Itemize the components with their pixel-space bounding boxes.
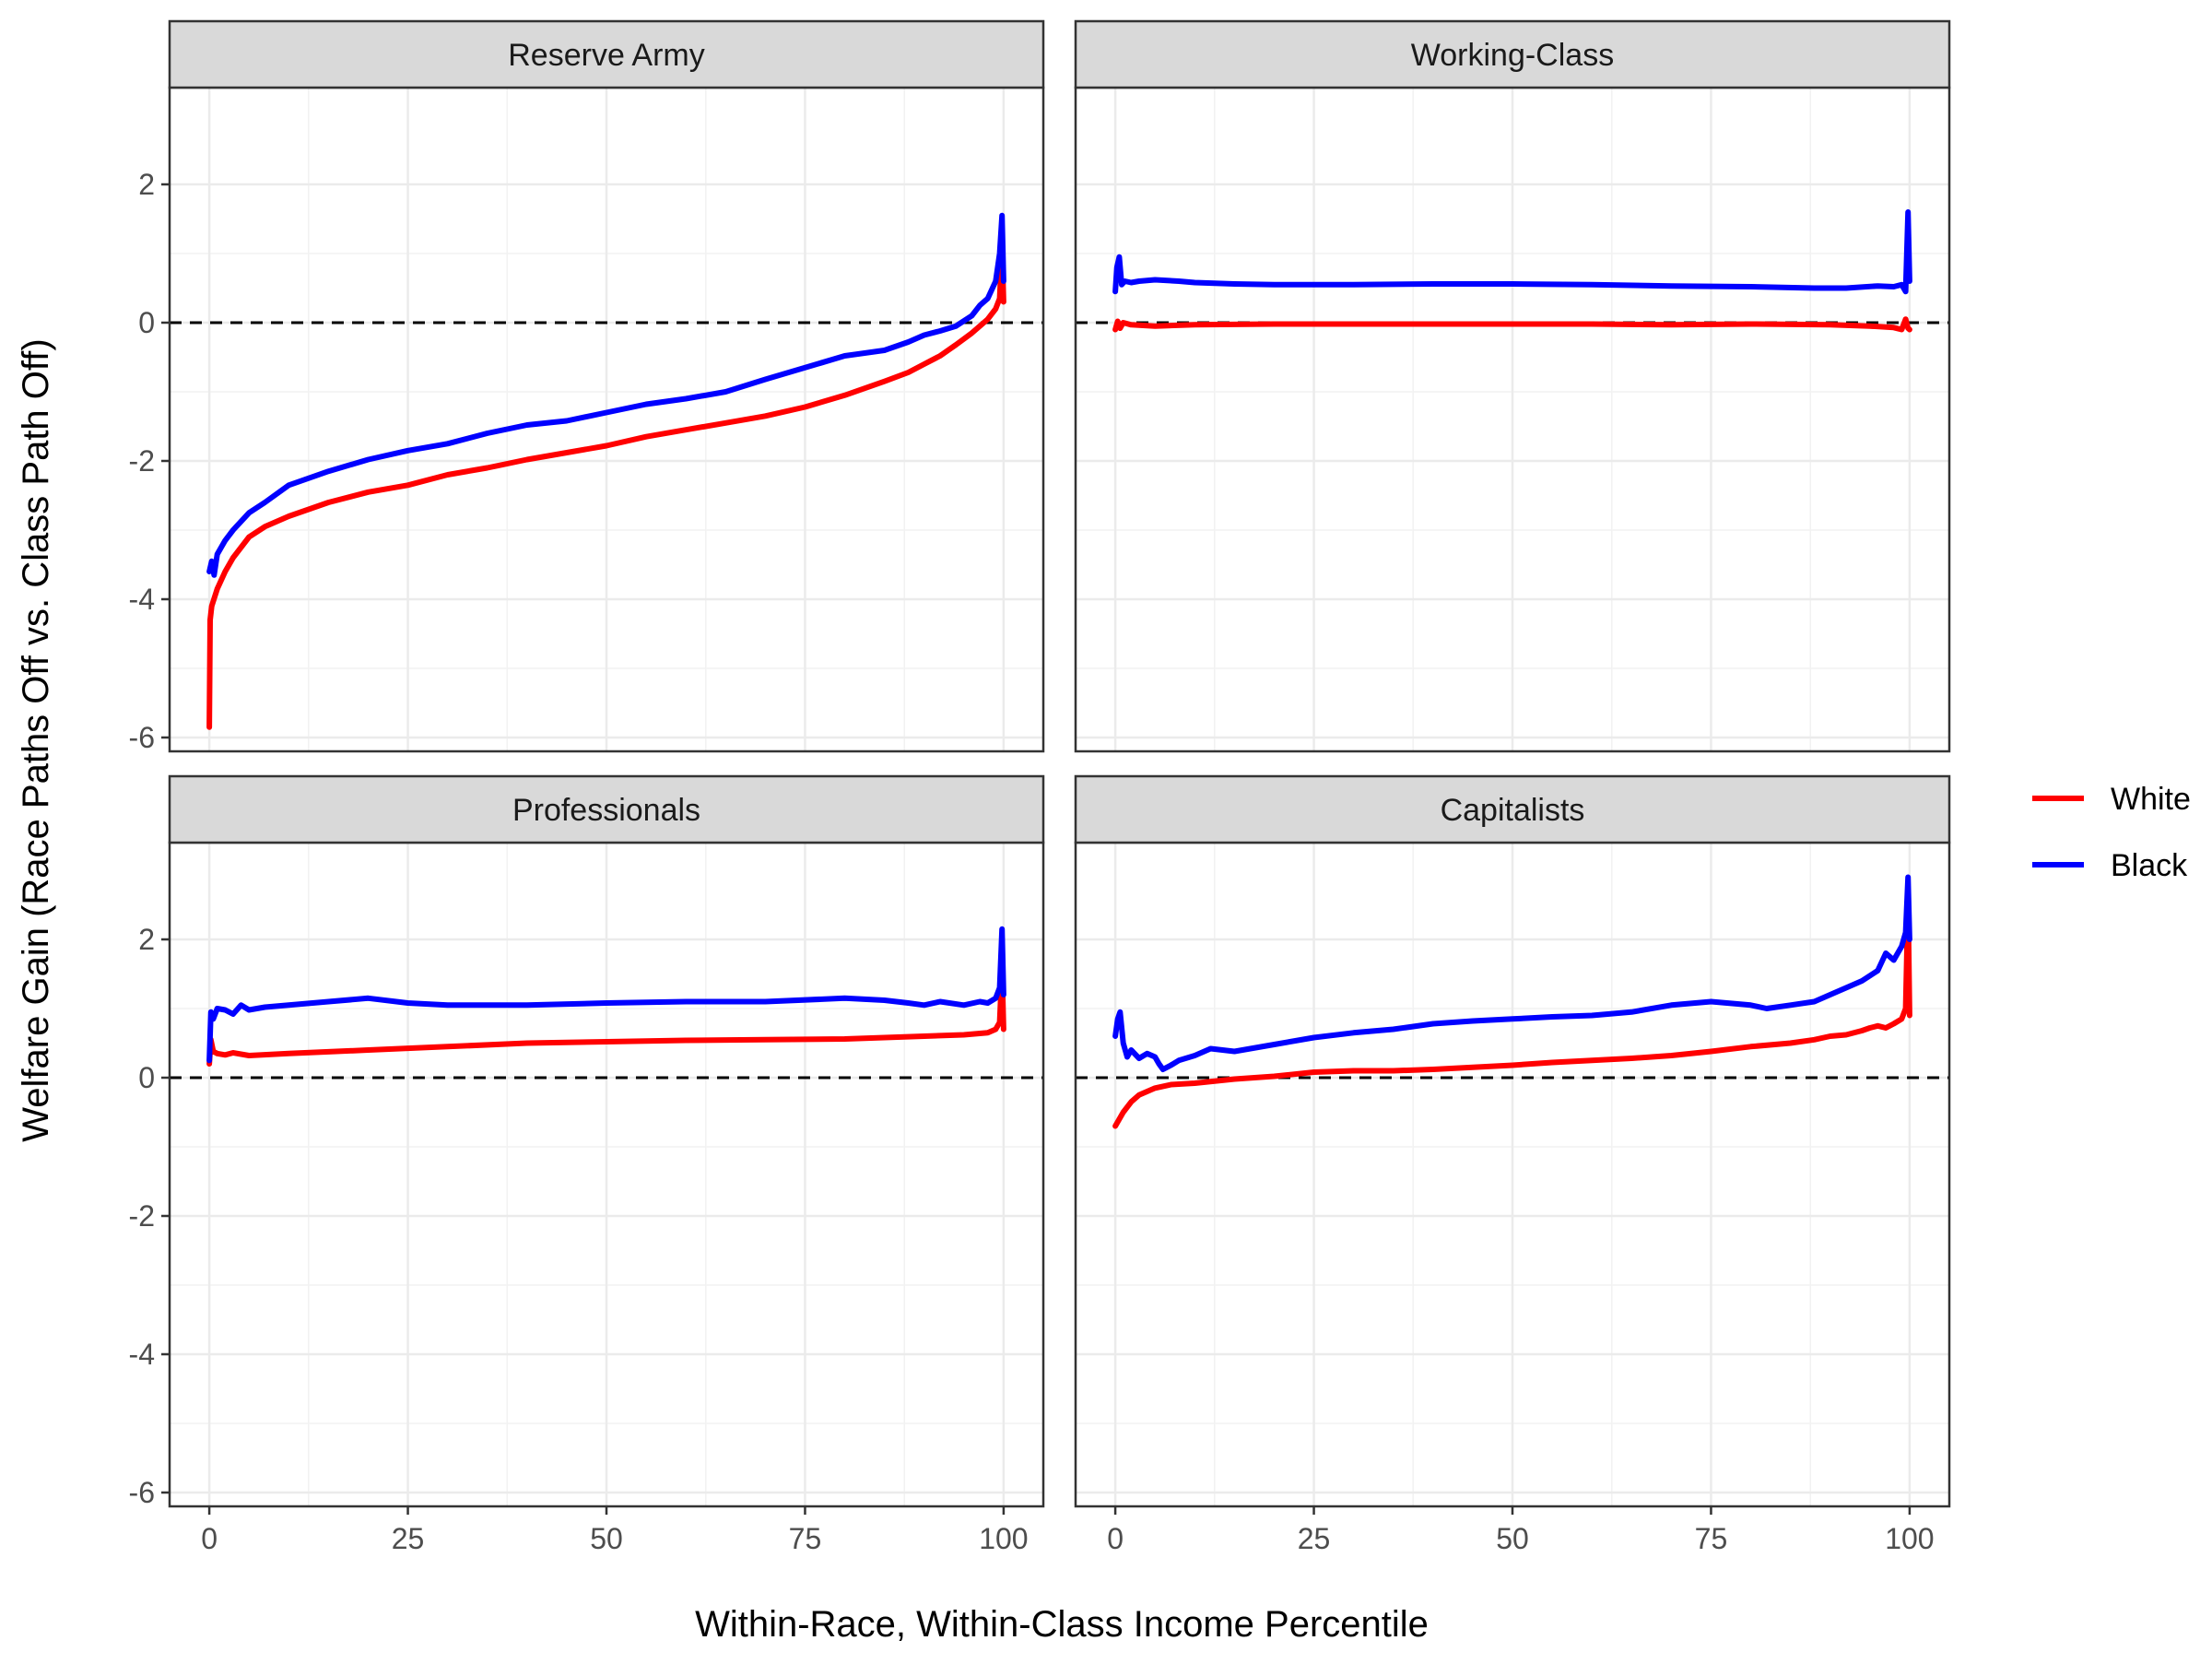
series-line-white	[206, 243, 1006, 730]
facet-strip-label: Capitalists	[1441, 793, 1585, 828]
facet-strip	[1074, 774, 1951, 844]
series-line-white	[1112, 316, 1912, 333]
panel-working-class: Working-Class	[1074, 19, 1951, 753]
series-line-black	[206, 212, 1006, 578]
facet-strip-label: Professionals	[512, 793, 700, 828]
x-tick-label: 100	[1885, 1522, 1934, 1555]
legend-label-black: Black	[2111, 848, 2188, 883]
x-tick-label: 0	[201, 1522, 218, 1555]
series-line-black	[1112, 874, 1912, 1072]
panel-professionals: Professionals	[168, 774, 1045, 1508]
x-tick-label: 50	[1496, 1522, 1529, 1555]
facet-strip-label: Reserve Army	[508, 38, 705, 73]
y-axis-label: Welfare Gain (Race Paths Off vs. Class P…	[16, 338, 56, 1141]
facet-strip-label: Working-Class	[1411, 38, 1614, 73]
x-tick-label: 50	[590, 1522, 623, 1555]
y-tick-label: -2	[129, 444, 155, 478]
x-tick-label: 25	[392, 1522, 425, 1555]
x-tick-label: 75	[1695, 1522, 1728, 1555]
series-line-black	[206, 926, 1006, 1064]
x-tick-label: 0	[1107, 1522, 1124, 1555]
series-line-white	[1112, 895, 1912, 1129]
facet-strip	[168, 19, 1045, 89]
legend-label-white: White	[2111, 782, 2191, 817]
panel-reserve-army: Reserve Army	[168, 19, 1045, 753]
facet-strip	[1074, 19, 1951, 89]
x-axis-label: Within-Race, Within-Class Income Percent…	[695, 1604, 1429, 1645]
legend: White Black	[2032, 782, 2191, 883]
y-tick-label: -6	[129, 721, 155, 754]
x-tick-label: 100	[979, 1522, 1028, 1555]
y-tick-label: 2	[138, 923, 155, 956]
x-tick-label: 25	[1298, 1522, 1331, 1555]
series-line-white	[206, 964, 1006, 1067]
y-tick-label: -6	[129, 1476, 155, 1509]
y-tick-label: -2	[129, 1199, 155, 1233]
y-tick-label: 0	[138, 306, 155, 339]
y-tick-label: -4	[129, 583, 155, 616]
panel-capitalists: Capitalists	[1074, 774, 1951, 1508]
x-tick-label: 75	[789, 1522, 822, 1555]
y-tick-label: 2	[138, 168, 155, 201]
facet-strip	[168, 774, 1045, 844]
y-tick-label: -4	[129, 1338, 155, 1371]
y-tick-label: 0	[138, 1061, 155, 1094]
series-line-black	[1112, 209, 1912, 295]
